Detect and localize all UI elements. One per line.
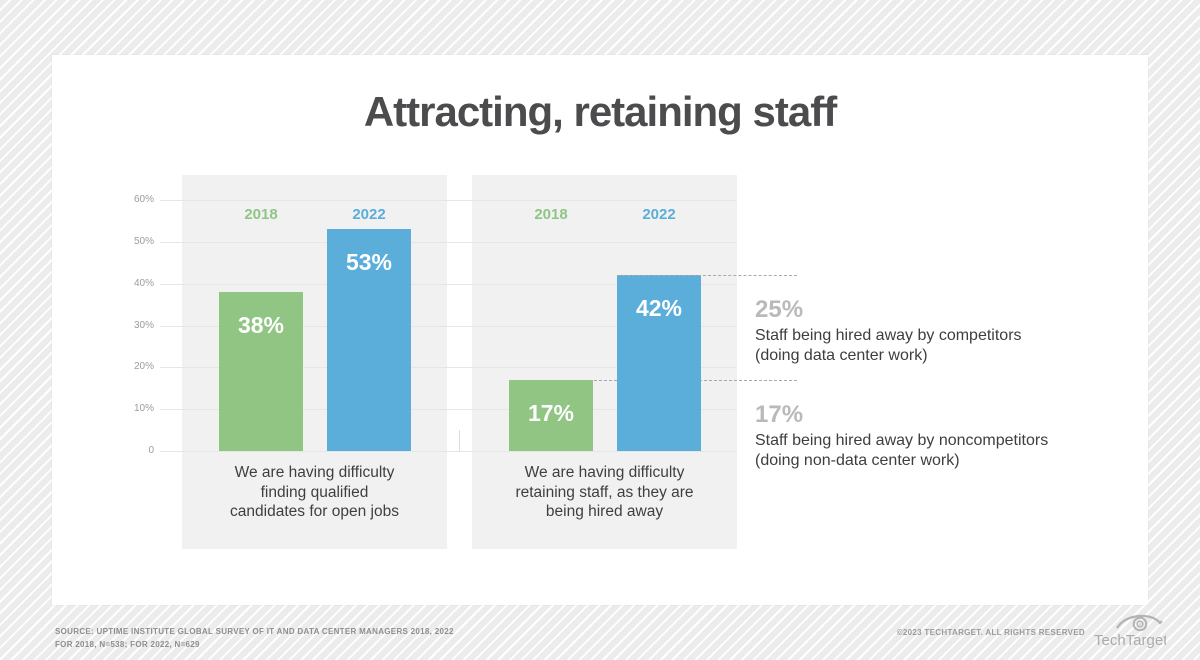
gridline bbox=[160, 409, 737, 411]
bar-finding-2018: 38% bbox=[219, 292, 303, 451]
annotation-dashed-line bbox=[617, 275, 797, 277]
year-label-2022-right: 2022 bbox=[642, 206, 676, 223]
annotation-text: (doing data center work) bbox=[755, 347, 928, 364]
caption-line: finding qualified bbox=[260, 483, 369, 501]
bar-value-label: 17% bbox=[527, 399, 575, 426]
eye-icon bbox=[1116, 614, 1163, 632]
y-axis-label: 20% bbox=[133, 361, 154, 373]
source-line-2: FOR 2018, N=538; FOR 2022, N=629 bbox=[55, 640, 200, 649]
annotation-value: 17% bbox=[755, 401, 804, 428]
gridline bbox=[160, 451, 737, 452]
caption-retaining-staff: We are having difficulty retaining staff… bbox=[472, 463, 737, 522]
caption-line: candidates for open jobs bbox=[230, 503, 399, 520]
y-axis-label: 0 bbox=[148, 445, 154, 456]
gridline bbox=[160, 283, 737, 285]
y-axis-label: 10% bbox=[133, 403, 154, 415]
infographic-card: Attracting, retaining staff 2018 2022 20… bbox=[52, 55, 1148, 605]
caption-line: We are having difficulty bbox=[524, 464, 685, 481]
axis-divider-tick bbox=[459, 430, 460, 451]
source-note: SOURCE: UPTIME INSTITUTE GLOBAL SURVEY O… bbox=[55, 625, 454, 651]
y-axis-label: 50% bbox=[133, 235, 154, 247]
annotation-value: 25% bbox=[755, 296, 804, 323]
logo-text: TechTarget bbox=[1094, 632, 1166, 649]
bar-value-label: 42% bbox=[635, 295, 683, 322]
bar-finding-2022: 53% bbox=[327, 229, 411, 451]
gridline bbox=[160, 200, 737, 201]
y-axis-label: 30% bbox=[133, 319, 154, 331]
gridline bbox=[160, 325, 737, 327]
chart-title: Attracting, retaining staff bbox=[363, 88, 837, 135]
bar-retaining-2018: 17% bbox=[509, 379, 593, 451]
gridline bbox=[160, 367, 737, 369]
year-label-2018-left: 2018 bbox=[244, 206, 278, 223]
caption-line: We are having difficulty bbox=[234, 464, 395, 481]
bar-value-label: 38% bbox=[237, 312, 285, 339]
caption-line: being hired away bbox=[545, 503, 664, 520]
annotation-text: (doing non-data center work) bbox=[755, 452, 960, 469]
gridline bbox=[160, 241, 737, 243]
source-line-1: SOURCE: UPTIME INSTITUTE GLOBAL SURVEY O… bbox=[55, 627, 454, 636]
footer-right: ©2023 TECHTARGET. ALL RIGHTS RESERVED Te… bbox=[897, 612, 1166, 652]
caption-finding-candidates: We are having difficulty finding qualifi… bbox=[182, 463, 447, 522]
techtarget-logo: TechTarget bbox=[1094, 614, 1166, 649]
bar-chart: 2018 2022 2018 2022 38% 53% 17% 42% We a… bbox=[52, 55, 1148, 605]
annotation-text: Staff being hired away by noncompetitors bbox=[755, 432, 1049, 449]
year-label-2018-right: 2018 bbox=[534, 206, 568, 223]
y-axis-label: 40% bbox=[133, 277, 154, 289]
bar-value-label: 53% bbox=[345, 249, 393, 276]
annotation-competitors: 25% Staff being hired away by competitor… bbox=[755, 297, 1022, 366]
annotation-noncompetitors: 17% Staff being hired away by noncompeti… bbox=[755, 402, 1048, 471]
caption-line: retaining staff, as they are bbox=[515, 483, 694, 501]
y-axis-label: 60% bbox=[133, 194, 154, 205]
bar-retaining-2022: 42% bbox=[617, 275, 701, 451]
copyright-text: ©2023 TECHTARGET. ALL RIGHTS RESERVED bbox=[896, 627, 1085, 637]
year-label-2022-left: 2022 bbox=[352, 206, 386, 223]
annotation-text: Staff being hired away by competitors bbox=[755, 327, 1022, 344]
